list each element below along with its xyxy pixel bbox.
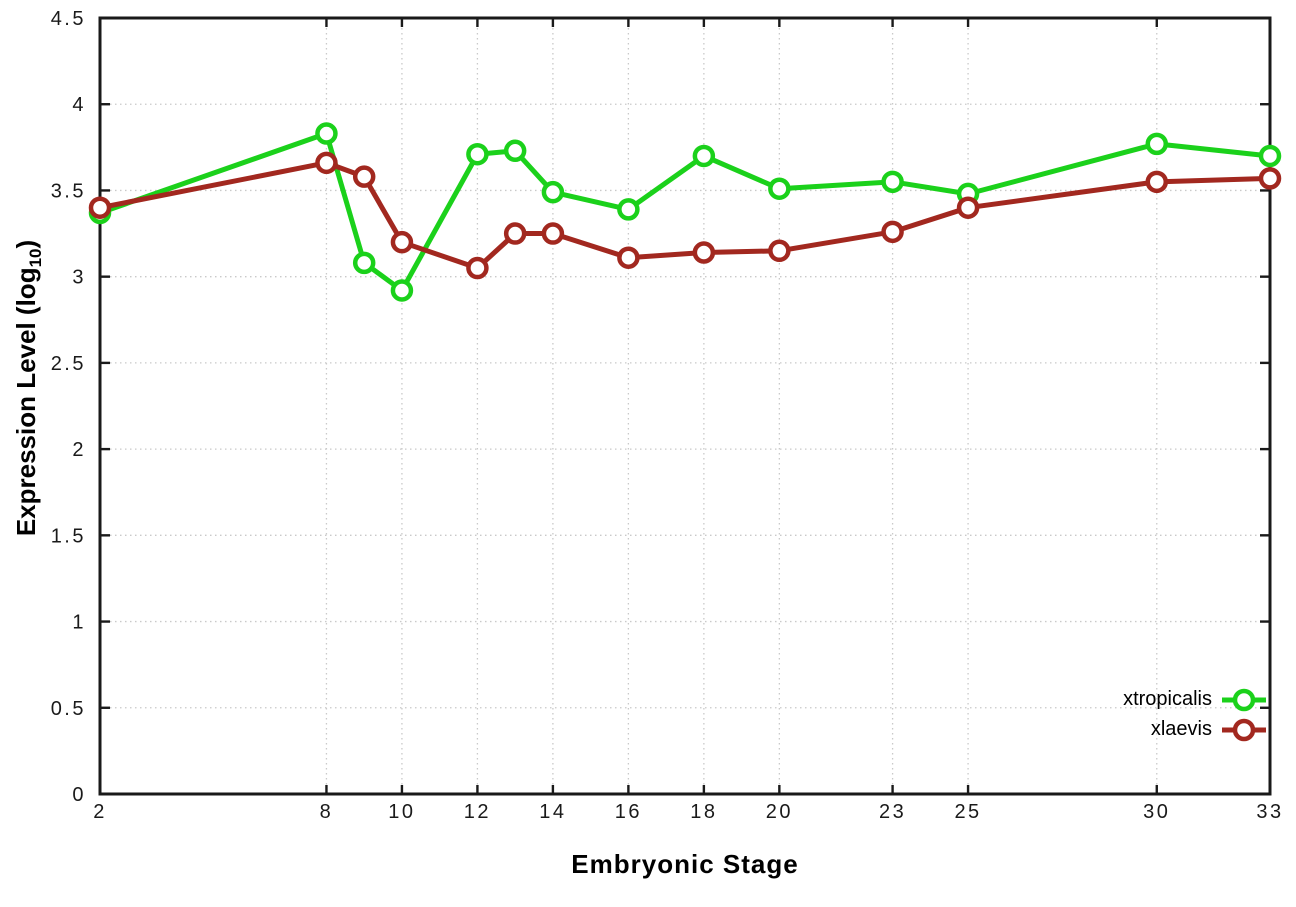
x-tick-label: 2 xyxy=(93,801,107,823)
data-point-xtropicalis xyxy=(881,170,904,194)
legend-sample-marker xyxy=(1232,718,1256,741)
y-tick-label: 0 xyxy=(72,784,86,806)
x-tick-label: 30 xyxy=(1143,801,1170,823)
data-point-xtropicalis xyxy=(466,142,489,166)
y-tick-label: 2.5 xyxy=(51,353,86,375)
x-tick-label: 33 xyxy=(1256,801,1283,823)
data-point-xtropicalis xyxy=(1145,132,1169,156)
data-point-xlaevis xyxy=(466,256,489,280)
x-tick-label: 18 xyxy=(690,801,717,823)
legend-label-xlaevis: xlaevis xyxy=(1150,718,1212,740)
data-point-xtropicalis xyxy=(352,251,376,275)
y-axis-title-subscript: 10 xyxy=(26,248,45,268)
plot-border xyxy=(98,16,1272,796)
y-tick-label: 0.5 xyxy=(51,698,86,720)
data-point-xtropicalis xyxy=(1258,144,1282,168)
y-tick-label: 1 xyxy=(72,612,86,634)
y-tick-label: 1.5 xyxy=(51,525,86,547)
data-point-xlaevis xyxy=(541,222,565,245)
x-tick-label: 14 xyxy=(539,801,566,823)
y-tick-label: 4.5 xyxy=(51,8,86,30)
data-point-xlaevis xyxy=(88,196,112,219)
legend: xtropicalis xlaevis xyxy=(1123,686,1266,743)
data-point-xlaevis xyxy=(503,222,527,245)
legend-label-xtropicalis: xtropicalis xyxy=(1123,688,1212,710)
data-point-xtropicalis xyxy=(617,198,640,221)
data-point-xlaevis xyxy=(617,246,640,269)
x-tick-label: 23 xyxy=(879,801,906,823)
y-tick-label: 3.5 xyxy=(51,180,86,202)
data-point-xtropicalis xyxy=(315,122,338,145)
x-tick-label: 20 xyxy=(766,801,793,823)
y-axis-title-main: Expression Level (log xyxy=(11,267,41,537)
series-line-xtropicalis xyxy=(97,131,1273,293)
x-axis-title: Embryonic Stage xyxy=(571,849,799,879)
legend-entry-xtropicalis: xtropicalis xyxy=(1123,686,1266,713)
data-point-xlaevis xyxy=(956,196,980,219)
data-point-xlaevis xyxy=(352,165,376,188)
data-point-xlaevis xyxy=(390,230,414,254)
data-point-xlaevis xyxy=(1145,170,1169,194)
data-point-xtropicalis xyxy=(503,139,527,163)
y-tick-label: 3 xyxy=(72,267,86,289)
legend-sample-line-icon xyxy=(1222,718,1266,741)
x-tick-label: 10 xyxy=(388,801,415,823)
x-tick-label: 25 xyxy=(954,801,981,823)
data-point-xlaevis xyxy=(881,220,904,244)
data-point-xlaevis xyxy=(315,151,338,175)
data-point-xtropicalis xyxy=(541,180,565,204)
y-tick-label: 4 xyxy=(72,94,86,116)
y-tick-label: 2 xyxy=(72,439,86,461)
data-point-xlaevis xyxy=(692,241,716,264)
legend-sample-marker xyxy=(1232,688,1256,711)
legend-entry-xlaevis: xlaevis xyxy=(1151,716,1266,743)
x-tick-label: 8 xyxy=(320,801,334,823)
data-point-xtropicalis xyxy=(692,144,716,168)
x-tick-label: 12 xyxy=(464,801,491,823)
series-line-xlaevis xyxy=(97,160,1273,271)
data-point-xtropicalis xyxy=(768,177,791,200)
data-point-xlaevis xyxy=(1258,167,1282,190)
data-point-xtropicalis xyxy=(390,279,414,302)
legend-sample-line-icon xyxy=(1222,688,1266,711)
x-tick-label: 16 xyxy=(615,801,642,823)
data-point-xlaevis xyxy=(768,239,791,263)
y-axis-title: Expression Level (log10) xyxy=(11,88,45,688)
